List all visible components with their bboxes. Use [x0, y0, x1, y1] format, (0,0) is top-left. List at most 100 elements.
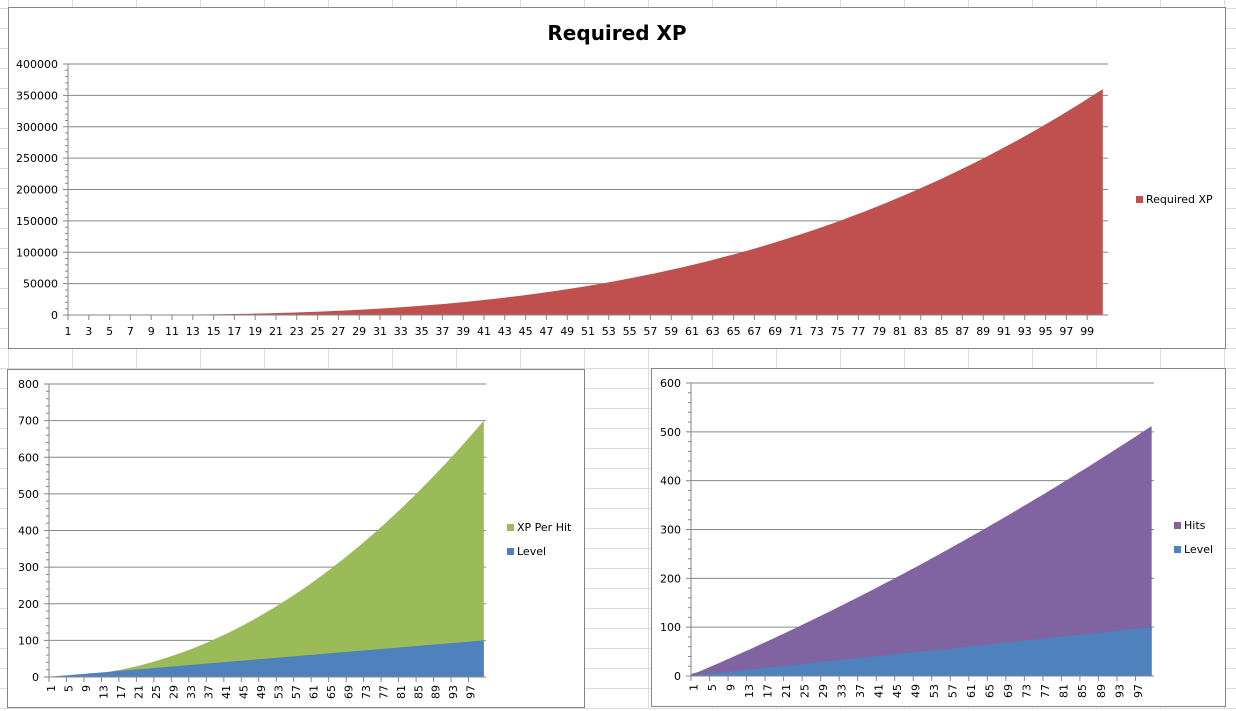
x-tick-label: 63: [706, 325, 720, 338]
chart-required-xp[interactable]: Required XP 0 50000 100000 150000 200000 25000…: [8, 7, 1226, 349]
y-tick-label: 200: [18, 598, 39, 611]
x-tick-label: 73: [810, 325, 824, 338]
y-tick-label: 200000: [16, 184, 58, 197]
x-tick-label: 95: [1039, 325, 1053, 338]
x-tick-label: 33: [835, 684, 848, 698]
legend-label[interactable]: Required XP: [1146, 193, 1213, 206]
x-tick-label: 17: [227, 325, 241, 338]
x-tick-label: 9: [80, 685, 93, 692]
legend-label[interactable]: XP Per Hit: [517, 521, 572, 534]
x-tick-label: 61: [965, 684, 978, 698]
x-tick-label: 25: [150, 685, 163, 699]
x-tick-label: 45: [519, 325, 533, 338]
y-tick-label: 300000: [16, 121, 58, 134]
x-tick-label: 69: [1002, 684, 1015, 698]
x-tick-label: 79: [872, 325, 886, 338]
x-tick-label: 89: [1095, 684, 1108, 698]
x-tick-label: 13: [186, 325, 200, 338]
x-tick-label: 45: [237, 685, 250, 699]
x-tick-label: 19: [248, 325, 262, 338]
chart-xp-per-hit[interactable]: 0 100 200 300 400 500 600 700 800 1 5 9 13 17 21 25 29 33…: [7, 369, 585, 708]
x-tick-label: 49: [255, 685, 268, 699]
y-tick-label: 0: [674, 670, 681, 683]
x-tick-label: 85: [412, 685, 425, 699]
x-tick-label: 15: [207, 325, 221, 338]
x-tick-label: 1: [45, 685, 58, 692]
x-tick-label: 41: [220, 685, 233, 699]
legend-label[interactable]: Level: [517, 545, 546, 558]
x-tick-label: 33: [394, 325, 408, 338]
y-tick-label: 400: [660, 475, 681, 488]
x-tick-label: 77: [851, 325, 865, 338]
x-tick-label: 17: [761, 684, 774, 698]
y-tick-label: 250000: [16, 152, 58, 165]
x-tick-label: 69: [768, 325, 782, 338]
x-tick-label: 89: [430, 685, 443, 699]
x-tick-label: 35: [415, 325, 429, 338]
area-hits[interactable]: [691, 425, 1152, 676]
y-tick-label: 800: [18, 378, 39, 391]
x-tick-label: 49: [910, 684, 923, 698]
area-level[interactable]: [691, 627, 1152, 676]
x-tick-label: 81: [1058, 684, 1071, 698]
y-tick-label: 500: [660, 426, 681, 439]
x-tick-label: 53: [272, 685, 285, 699]
x-tick-label: 1: [687, 684, 700, 691]
y-tick-label: 600: [660, 377, 681, 390]
x-tick-label: 39: [456, 325, 470, 338]
x-tick-label: 41: [873, 684, 886, 698]
x-tick-label: 87: [955, 325, 969, 338]
x-tick-label: 1: [65, 325, 72, 338]
y-tick-label: 700: [18, 415, 39, 428]
y-tick-label: 600: [18, 451, 39, 464]
y-tick-label: 400: [18, 525, 39, 538]
y-tick-label: 150000: [16, 215, 58, 228]
x-tick-label: 97: [465, 685, 478, 699]
y-tick-label: 0: [32, 671, 39, 684]
x-tick-label: 13: [743, 684, 756, 698]
x-tick-label: 21: [269, 325, 283, 338]
x-tick-label: 73: [1021, 684, 1034, 698]
legend-swatch: [1174, 546, 1181, 553]
x-tick-label: 75: [831, 325, 845, 338]
x-tick-label: 71: [789, 325, 803, 338]
x-tick-label: 29: [168, 685, 181, 699]
x-tick-label: 77: [1039, 684, 1052, 698]
chart-title: Required XP: [547, 21, 686, 45]
y-tick-label: 50000: [23, 278, 58, 291]
y-tick-label: 200: [660, 572, 681, 585]
legend-swatch: [507, 548, 514, 555]
legend-label[interactable]: Hits: [1184, 519, 1206, 532]
x-tick-label: 11: [165, 325, 179, 338]
x-tick-label: 69: [342, 685, 355, 699]
x-tick-label: 65: [984, 684, 997, 698]
y-tick-label: 300: [18, 561, 39, 574]
area-level[interactable]: [49, 640, 484, 677]
x-tick-label: 57: [290, 685, 303, 699]
legend-swatch: [1136, 196, 1143, 203]
x-tick-label: 37: [435, 325, 449, 338]
x-tick-label: 45: [891, 684, 904, 698]
x-tick-label: 55: [623, 325, 637, 338]
legend-label[interactable]: Level: [1184, 543, 1213, 556]
x-tick-label: 93: [447, 685, 460, 699]
x-tick-label: 65: [325, 685, 338, 699]
x-tick-label: 29: [352, 325, 366, 338]
x-tick-label: 47: [539, 325, 553, 338]
legend-swatch: [507, 524, 514, 531]
area-xp-per-hit[interactable]: [49, 420, 484, 677]
x-tick-label: 61: [307, 685, 320, 699]
y-tick-label: 350000: [16, 89, 58, 102]
chart-hits[interactable]: 0 100 200 300 400 500 600 1 5 9 13 17 21 25 29 33 37 41 45…: [651, 368, 1226, 707]
area-required-xp[interactable]: [68, 89, 1103, 315]
x-tick-label: 9: [148, 325, 155, 338]
y-tick-label: 0: [51, 309, 58, 322]
x-tick-label: 59: [664, 325, 678, 338]
x-tick-label: 33: [185, 685, 198, 699]
x-tick-label: 13: [98, 685, 111, 699]
x-tick-label: 37: [854, 684, 867, 698]
x-tick-label: 25: [311, 325, 325, 338]
x-tick-label: 29: [817, 684, 830, 698]
x-tick-label: 49: [560, 325, 574, 338]
y-tick-label: 400000: [16, 58, 58, 71]
